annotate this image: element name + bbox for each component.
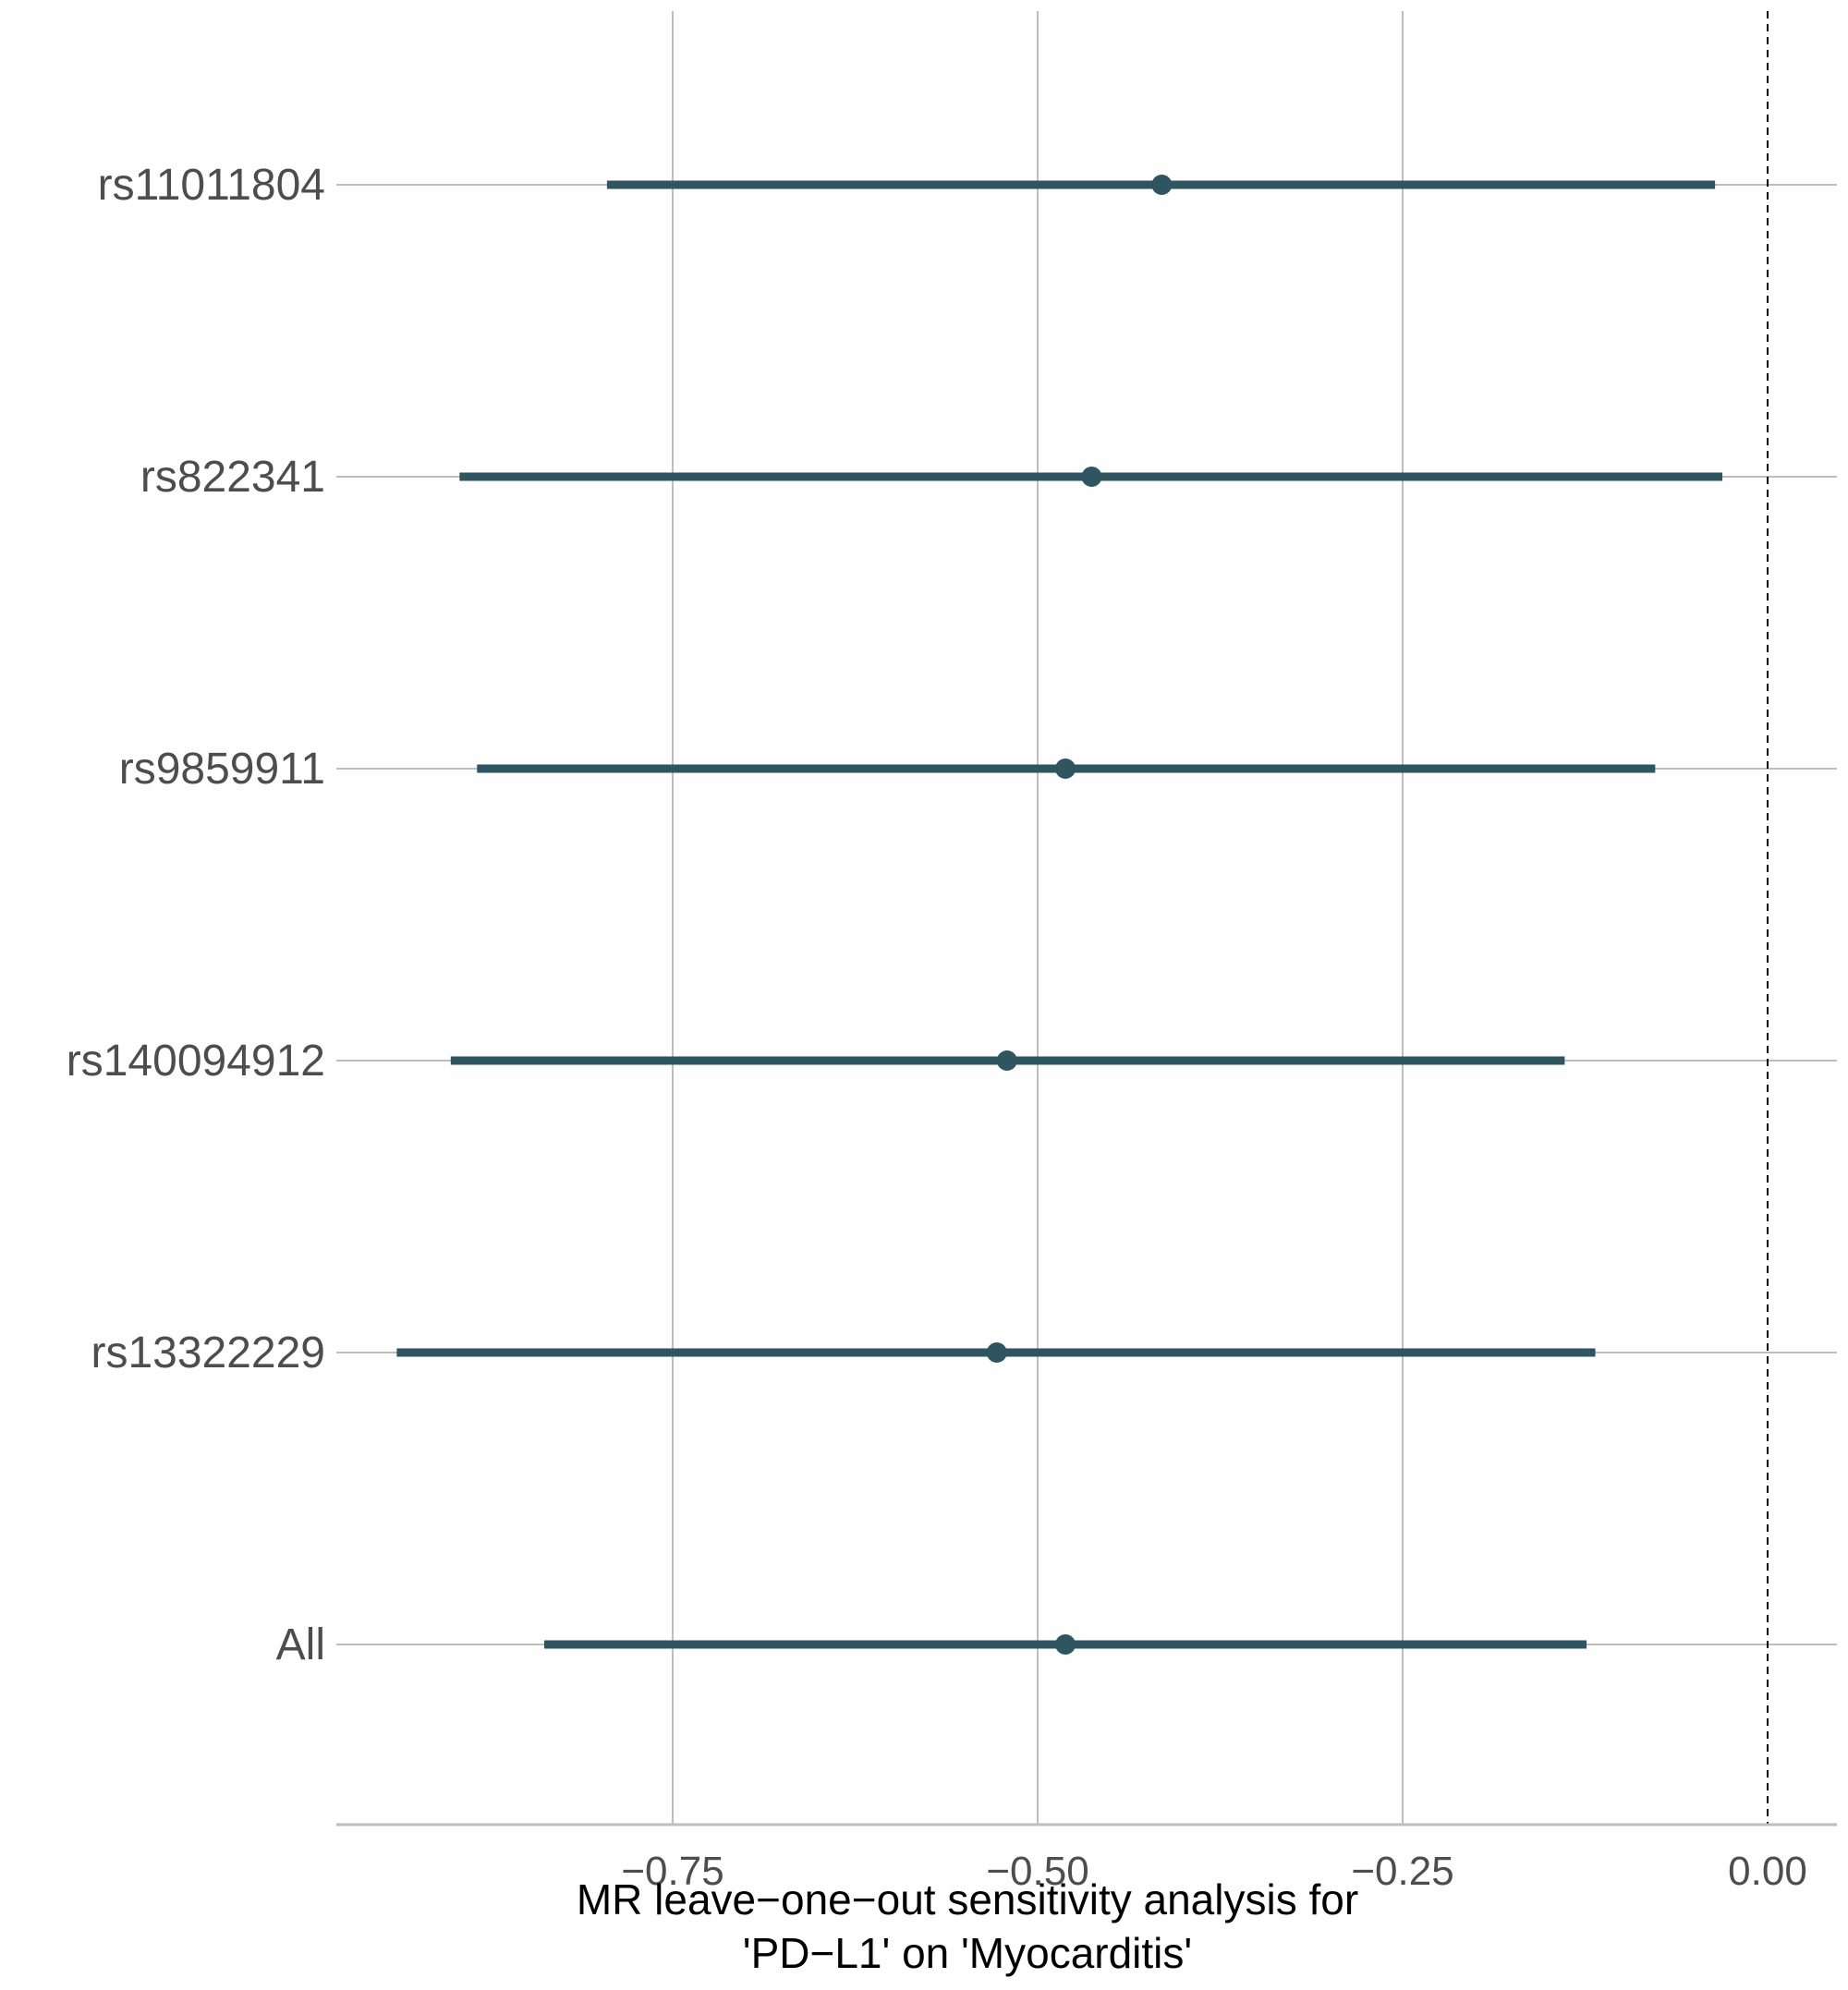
x-axis-title-line2: 'PD−L1' on 'Myocarditis' [743, 1929, 1192, 1977]
estimate-point [1055, 758, 1076, 779]
y-tick-label: rs140094912 [67, 1037, 325, 1086]
marks-layer [396, 175, 1723, 1655]
estimate-point [1055, 1634, 1076, 1655]
x-axis-title-line1: MR leave−one−out sensitivity analysis fo… [577, 1875, 1358, 1923]
estimate-point [996, 1050, 1017, 1071]
x-tick-label: −0.75 [621, 1849, 723, 1894]
y-tick-label: rs13322229 [91, 1329, 325, 1377]
estimate-point [1151, 175, 1173, 195]
x-tick-label: −0.50 [986, 1849, 1088, 1894]
y-tick-label: rs822341 [140, 453, 325, 502]
estimate-point [986, 1342, 1007, 1363]
y-tick-label: rs11011804 [98, 161, 325, 210]
y-tick-label: rs9859911 [119, 745, 325, 794]
estimate-point [1081, 467, 1102, 487]
grid-layer [336, 11, 1837, 1826]
y-tick-label: All [276, 1620, 325, 1669]
x-tick-label: −0.25 [1351, 1849, 1453, 1894]
labels-layer: −0.75 −0.50 −0.25 0.00 rs11011804 rs822341 rs9… [67, 161, 1807, 1894]
x-tick-label: 0.00 [1728, 1849, 1807, 1894]
